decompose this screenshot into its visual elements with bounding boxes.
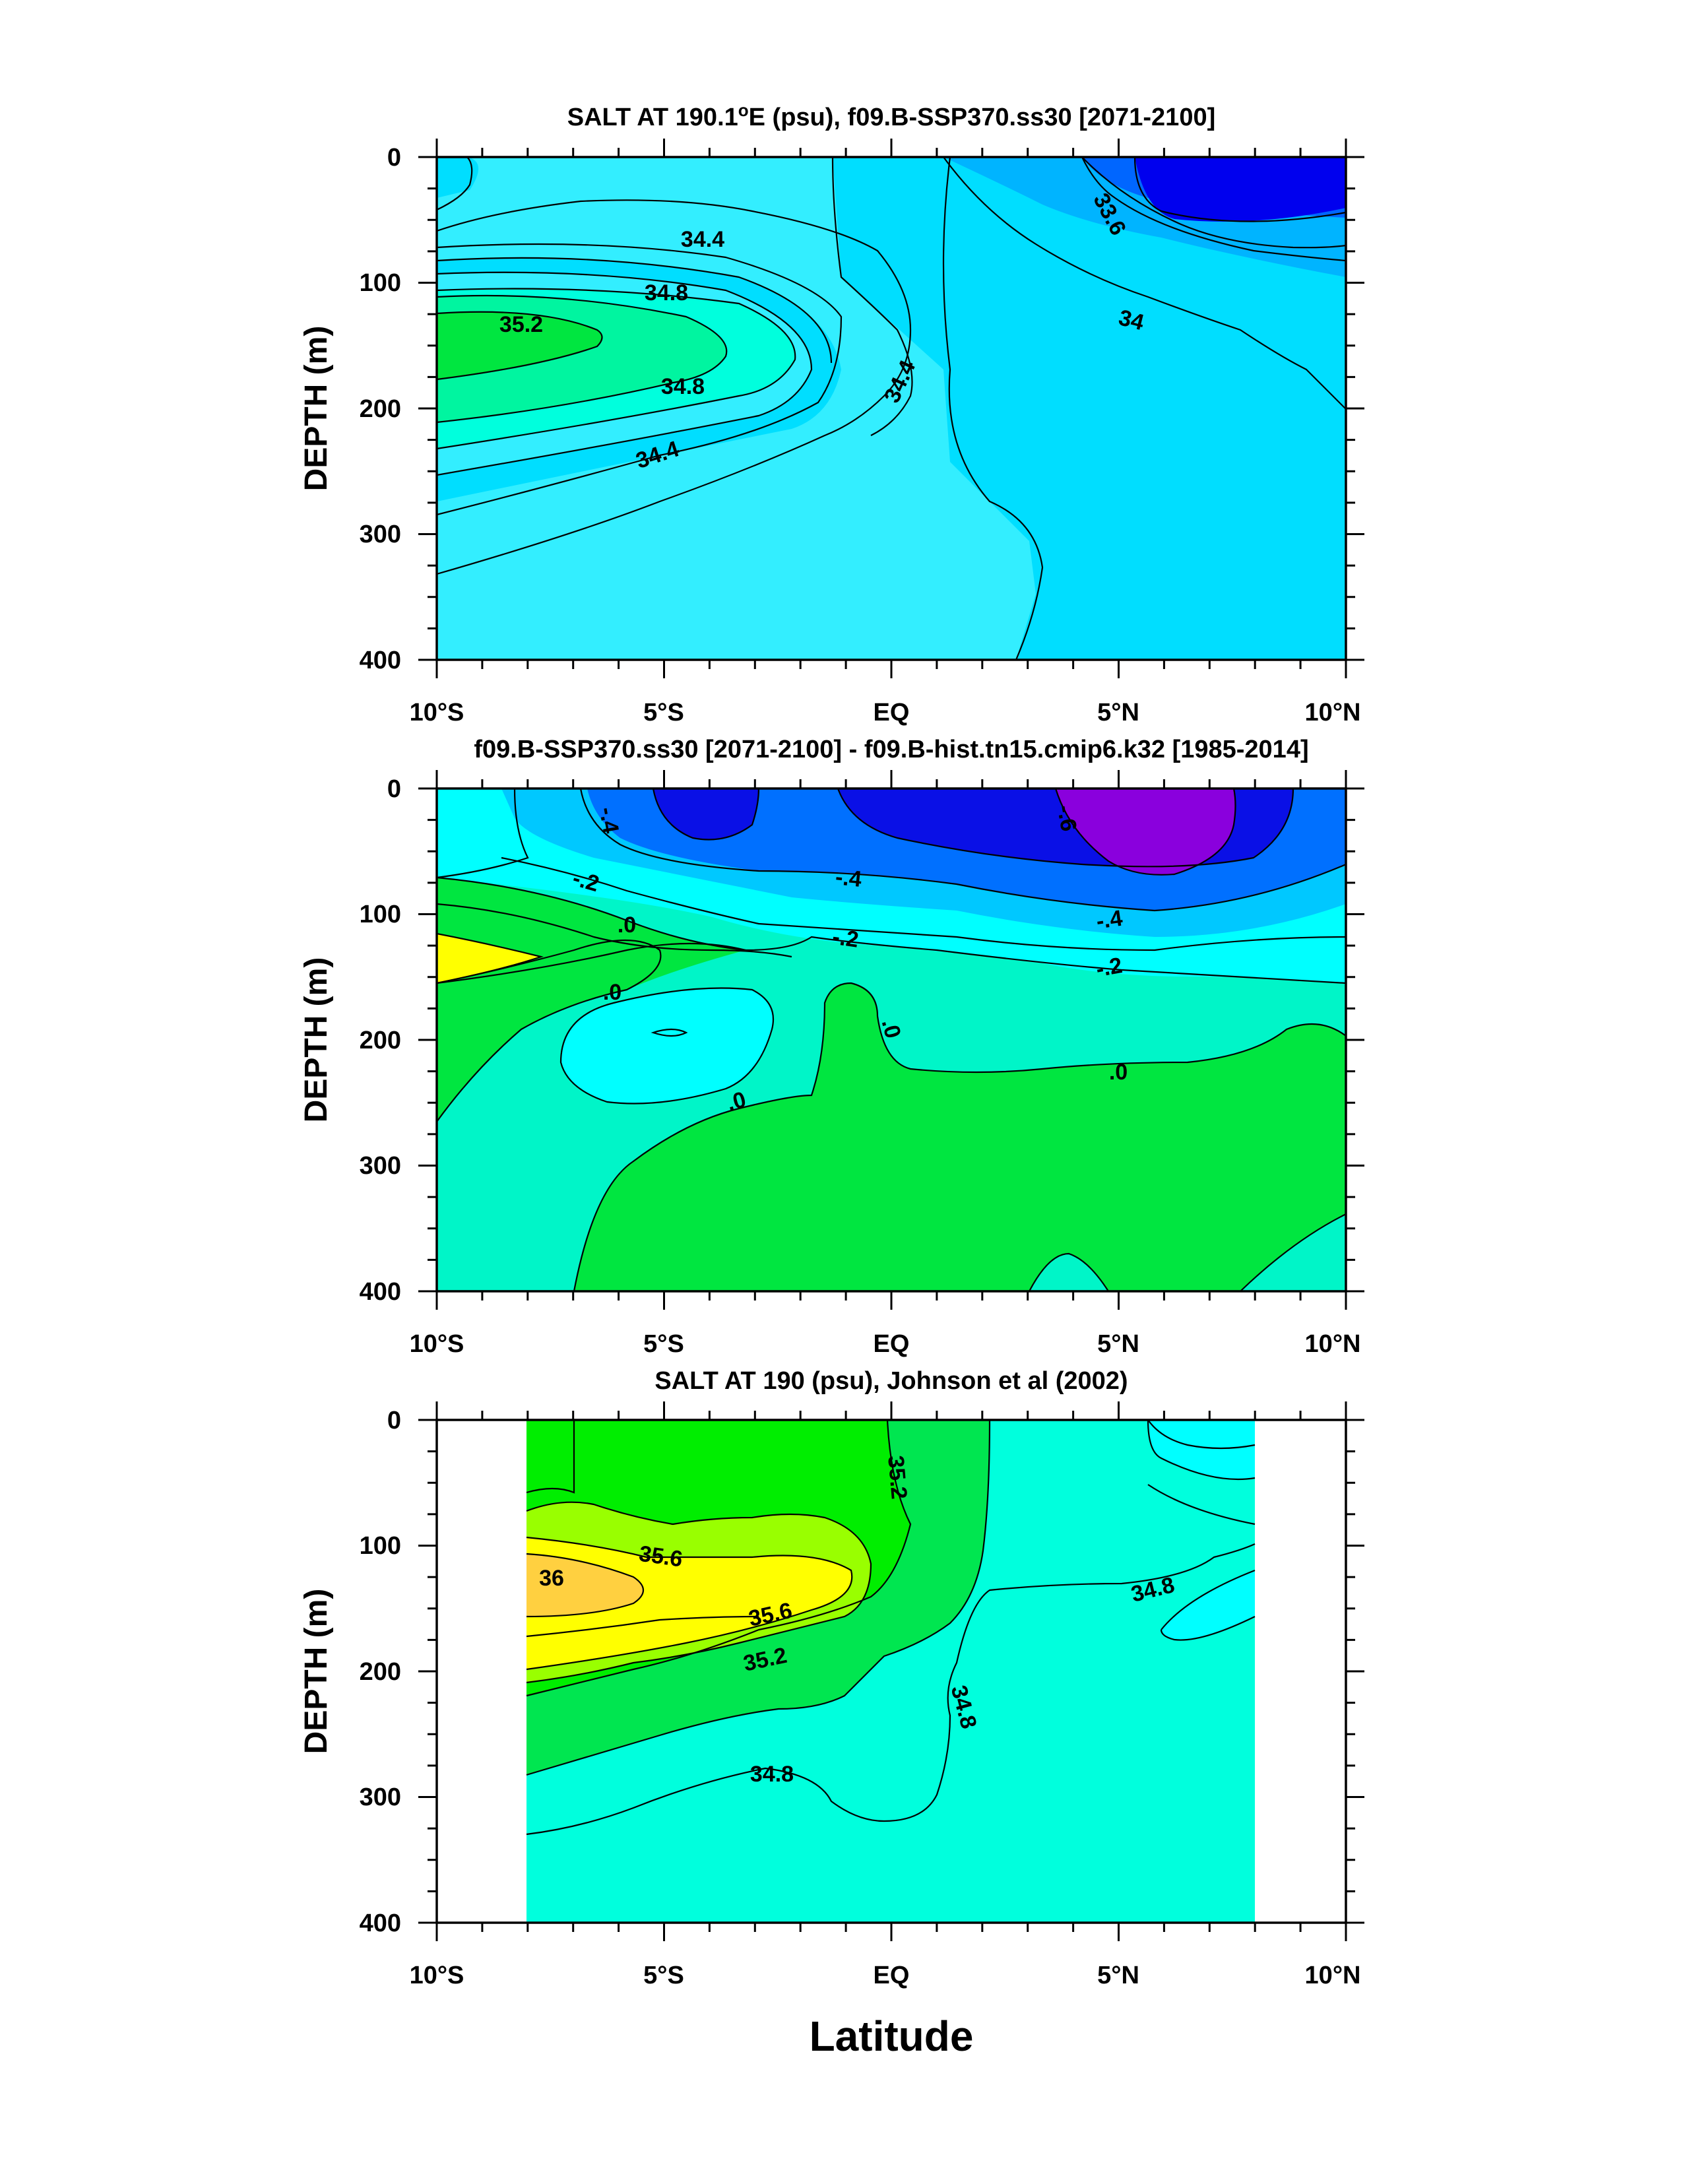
p3-xtick-label: 10°N [1305,1962,1361,1989]
p1-xtick-label: 5°S [643,699,684,726]
panel-2: f09.B-SSP370.ss30 [2071-2100] - f09.B-hi… [299,736,1364,1358]
panel-3-ticks [418,1401,1364,1941]
p3-ytick-label: 300 [360,1783,401,1811]
p1-ytick-label: 200 [360,395,401,423]
p3-xtick-label: EQ [874,1962,910,1989]
p3-xtick-label: 5°S [643,1962,684,1989]
p1-xtick-label: 5°N [1097,699,1139,726]
p2-contour-label: -.4 [834,864,863,892]
panel-1-ticks [418,139,1364,678]
p2-ylabel: DEPTH (m) [299,957,334,1123]
p3-ylabel: DEPTH (m) [299,1589,334,1754]
p2-contour-label: -.4 [594,805,623,835]
p3-contour-label: 35.6 [637,1541,684,1572]
panel-2-fill [437,788,1346,1291]
p2-contour-label: -.2 [831,924,860,953]
panel-3: SALT AT 190 (psu), Johnson et al (2002) [299,1367,1364,2060]
p2-xtick-label: 5°N [1097,1330,1139,1358]
p3-ytick-label: 400 [360,1910,401,1937]
panel-1-ytick-labels: 0 100 200 300 400 [360,144,401,674]
p1-ytick-label: 0 [387,144,401,172]
x-axis-label: Latitude [810,2012,974,2060]
p2-xtick-label: 10°S [410,1330,464,1358]
panel-1: SALT AT 190.1oE (psu), f09.B-SSP370.ss30… [299,100,1364,726]
panel-3-ytick-labels: 0 100 200 300 400 [360,1407,401,1937]
panel-3-title: SALT AT 190 (psu), Johnson et al (2002) [654,1367,1128,1395]
p3-contour-label: 36 [539,1566,564,1591]
panel-2-title: f09.B-SSP370.ss30 [2071-2100] - f09.B-hi… [474,736,1308,763]
p3-band-fill-i [526,1554,643,1617]
p2-contour-label: -.6 [1052,803,1081,833]
p2-contour-label: .0 [603,980,621,1005]
p2-band-fill-i [437,878,746,1122]
p2-band-fill-j [437,934,541,983]
p3-band-fill-f [526,1420,574,1493]
p1-xtick-label: 10°S [410,699,464,726]
p1-contour-label: 34.4 [681,227,724,252]
panel-3-contours [526,1420,1256,1836]
p2-band-fill-k [561,988,773,1104]
p1-ytick-label: 300 [360,521,401,548]
p1-contour-label: 35.2 [499,312,543,337]
p1-ytick-label: 400 [360,647,401,674]
p2-ytick-label: 200 [360,1027,401,1054]
p2-ytick-label: 300 [360,1152,401,1180]
p2-band-fill-a [574,983,1346,1291]
p3-xtick-label: 10°S [410,1962,464,1989]
p1-contour-label: 34.8 [645,280,688,305]
panel-2-ticks [418,770,1364,1310]
p3-band-fill-c [1161,1570,1255,1640]
p2-ytick-label: 400 [360,1278,401,1306]
panel-1-contours [437,157,1346,660]
p2-xtick-label: 5°S [643,1330,684,1358]
panel-2-xtick-labels: 10°S 5°S EQ 5°N 10°N [410,1330,1361,1358]
panel-1-xtick-labels: 10°S 5°S EQ 5°N 10°N [410,699,1361,726]
panel-2-contour-labels: -.4 -.6 -.2 -.4 .0 -.4 -.2 -.2 .0 .0 .0 … [570,803,1128,1116]
p3-band-fill-a [526,1544,1255,1923]
p2-band-fill-f [653,788,759,840]
panel-1-fill [437,157,1346,660]
p3-contour-label: 35.2 [883,1454,912,1500]
p3-ytick-label: 200 [360,1658,401,1686]
p2-contour-label: -.2 [1094,953,1124,982]
p2-ytick-label: 100 [360,901,401,928]
p2-xtick-label: 10°N [1305,1330,1361,1358]
p2-band-fill-h [1056,788,1236,875]
p2-ytick-label: 0 [387,775,401,803]
p3-ytick-label: 0 [387,1407,401,1434]
p1-xtick-label: EQ [874,699,910,726]
p3-ytick-label: 100 [360,1532,401,1560]
p1-contour-label: 34.8 [661,374,705,399]
panel-3-xtick-labels: 10°S 5°S EQ 5°N 10°N [410,1962,1361,1989]
p1-band-fill-d [1135,157,1346,222]
panel-2-ytick-labels: 0 100 200 300 400 [360,775,401,1306]
p1-contour-label: 34 [1116,305,1147,335]
p2-xtick-label: EQ [874,1330,910,1358]
p2-contour-label: .0 [1109,1060,1128,1085]
p3-contour-label: 34.8 [750,1762,794,1787]
p1-ytick-label: 100 [360,269,401,297]
p1-band-fill-i [437,311,602,379]
p1-xtick-label: 10°N [1305,699,1361,726]
p3-xtick-label: 5°N [1097,1962,1139,1989]
p1-ylabel: DEPTH (m) [299,326,334,492]
p2-contour-label: -.4 [1095,906,1124,934]
panel-1-title: SALT AT 190.1oE (psu), f09.B-SSP370.ss30… [567,100,1216,131]
panel-2-contours [437,788,1346,1291]
p2-contour-label: .0 [618,913,636,938]
